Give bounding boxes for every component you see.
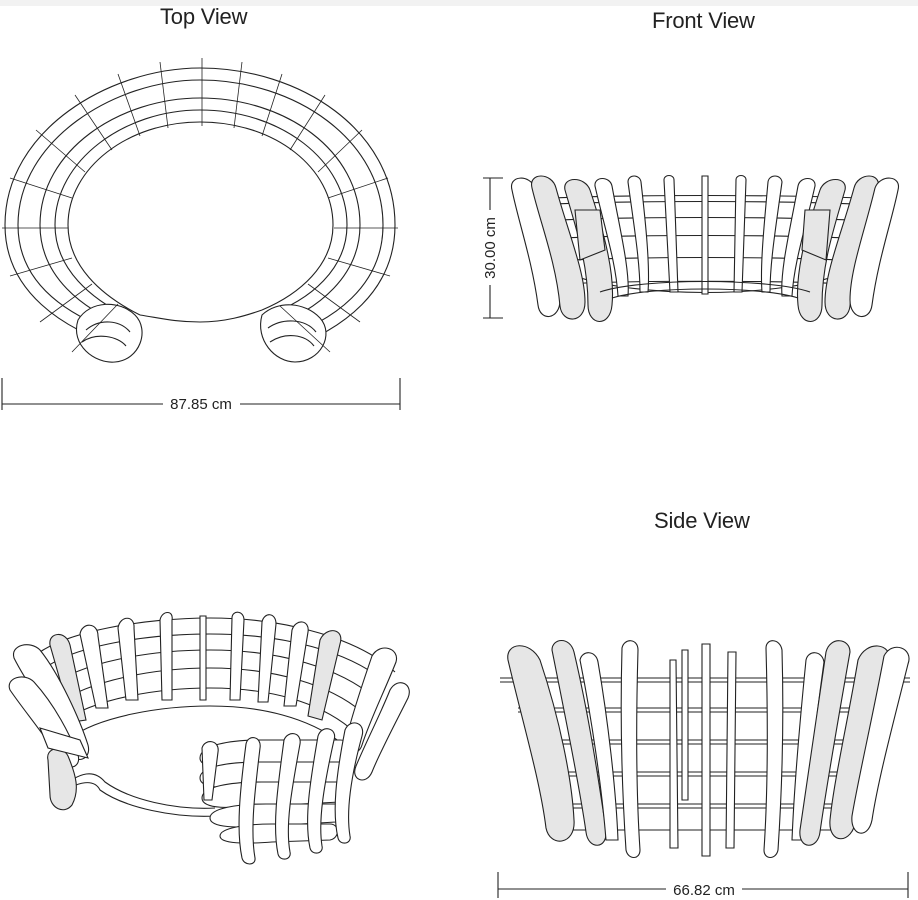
perspective-view-drawing (8, 611, 410, 865)
side-view-drawing: 66.82 cm (497, 639, 910, 899)
front-view-height-dimension: 30.00 cm (482, 217, 499, 279)
top-view-drawing: 87.85 cm (1, 58, 401, 413)
top-view-width-dimension: 87.85 cm (170, 396, 232, 413)
front-view-title: Front View (652, 8, 755, 33)
side-view-width-dimension: 66.82 cm (673, 882, 735, 899)
top-border (0, 0, 918, 6)
front-view-drawing: 30.00 cm (482, 174, 899, 322)
top-view-title: Top View (160, 4, 248, 29)
side-view-title: Side View (654, 508, 750, 533)
